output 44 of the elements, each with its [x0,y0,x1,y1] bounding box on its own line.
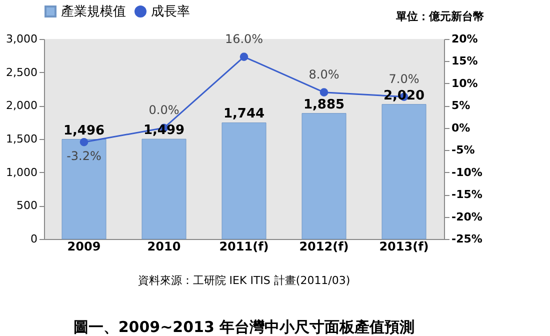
y2-tick-label: -20% [452,210,482,224]
text: 圖一、2009~2013 年台灣中小尺寸面板產值預測 [73,318,415,336]
y2-tick-label: 10% [452,76,478,90]
data-label: -3.2% [66,149,102,164]
x-tick-label: 2011(f) [219,240,269,254]
source-note: 資料來源：工研院 IEK ITIS 計畫(2011/03) [138,274,350,287]
y-tick-label: 2,500 [6,66,38,79]
point [320,88,328,96]
bar [222,122,266,240]
y2-tick-label: -10% [452,166,482,179]
data-label: 1,496 [63,123,105,138]
y2-tick-label: -15% [452,188,482,202]
y2-tick-label: 0% [452,121,470,134]
y-tick-label: 0 [30,232,38,246]
data-label: 7.0% [388,72,420,86]
y-tick-label: 500 [16,199,38,212]
x-tick-label: 2012(f) [299,240,349,254]
bar [382,104,426,240]
bar [302,113,346,240]
y2-tick-label: 20% [452,32,478,46]
x-tick-label: 2010 [147,240,181,254]
x-tick-label: 2013(f) [379,240,429,254]
y2-tick-label: -5% [452,144,475,157]
bar [62,139,106,240]
y-tick-label: 1,500 [6,132,38,146]
y2-tick-label: 5% [452,99,470,112]
y-tick-label: 2,000 [6,99,38,112]
data-label: 0.0% [148,102,180,117]
text: 單位：億元新台幣 [395,10,484,23]
data-label: 1,885 [303,97,345,112]
x-tick-label: 2009 [67,240,101,254]
legend-label: 產業規模值 [61,4,126,20]
data-label: 1,499 [143,123,185,138]
data-label: 16.0% [224,32,264,46]
point [80,138,88,146]
data-label: 1,744 [223,106,265,122]
bar [142,138,186,240]
legend-label: 成長率 [151,4,190,20]
y2-tick-label: -25% [452,232,482,246]
y-tick-label: 1,000 [6,166,38,179]
y2-tick-label: 15% [452,54,478,68]
data-label: 8.0% [308,67,340,82]
point [240,52,248,61]
y-tick-label: 3,000 [6,32,38,46]
